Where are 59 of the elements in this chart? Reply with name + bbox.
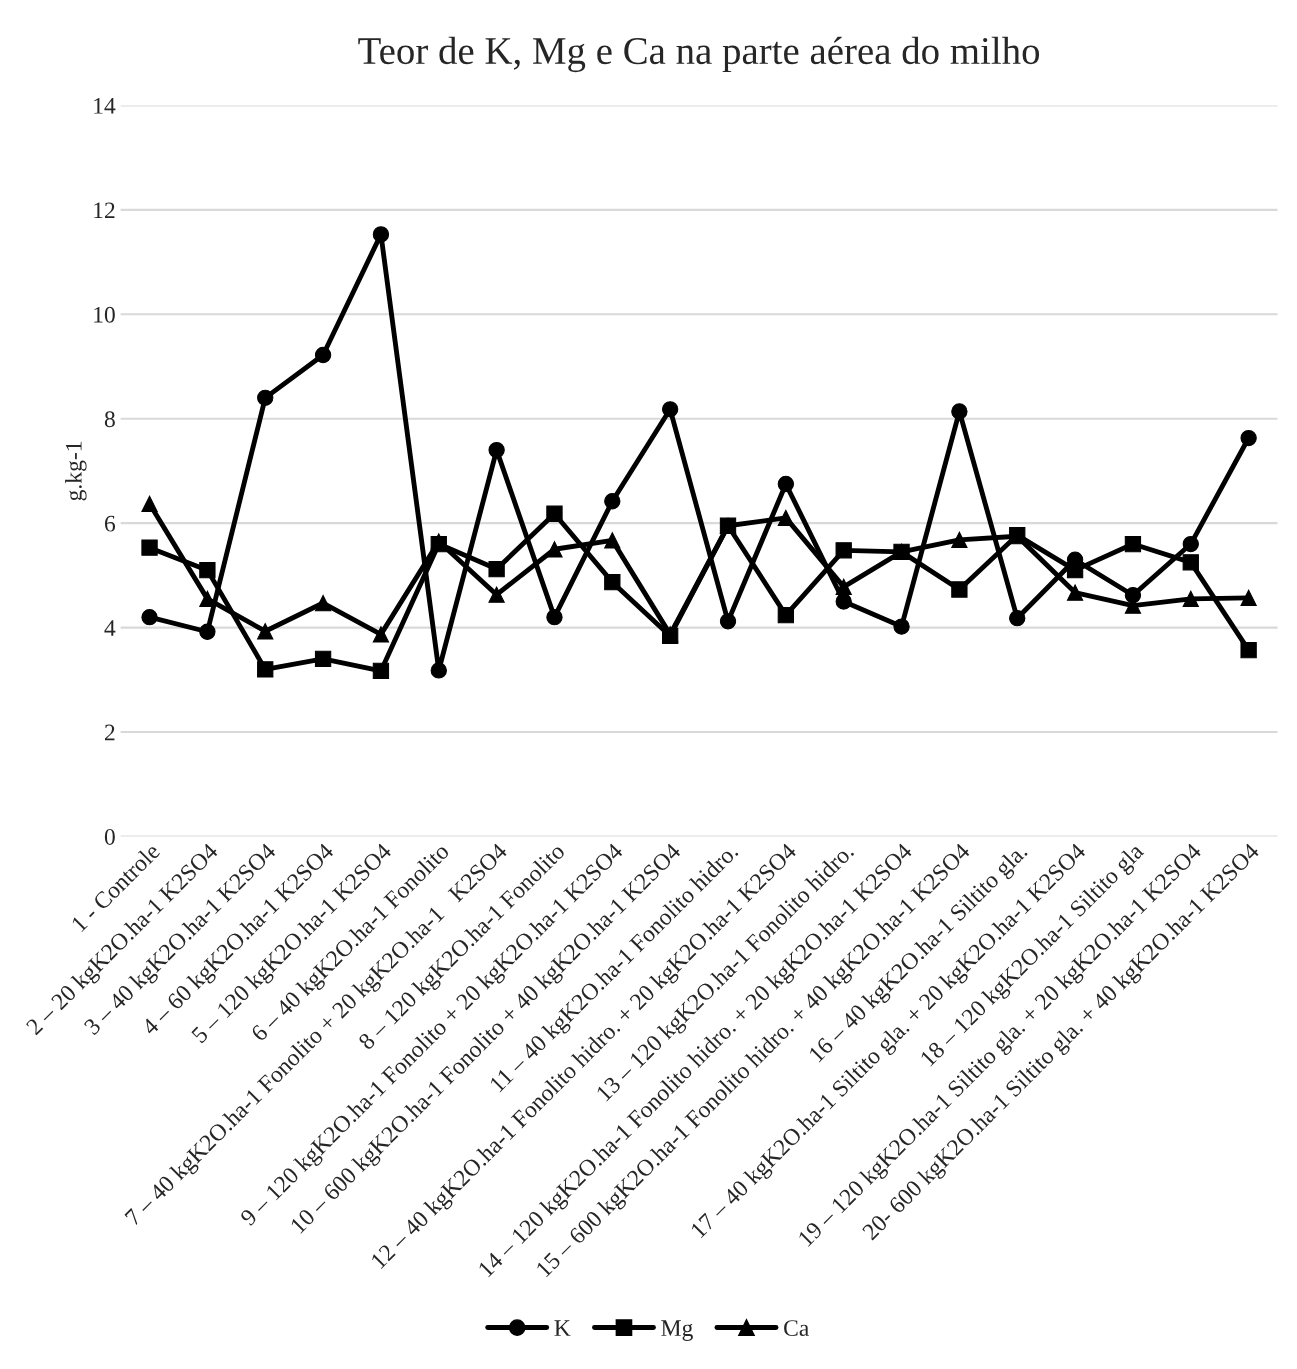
point [835,593,852,610]
point [1124,535,1142,553]
chart-title: Teor de K, Mg e Ca na parte aérea do milho [358,36,1040,73]
point [314,650,332,668]
point [372,226,390,243]
point [951,581,968,598]
point [1182,535,1199,553]
point [1240,641,1257,659]
point [777,509,795,527]
point [604,574,621,591]
point [546,505,563,522]
point [141,608,158,626]
point [141,495,158,512]
point [546,608,563,626]
point [372,626,390,643]
y-tick-label: 8 [104,411,115,428]
point [1009,610,1026,627]
point [141,539,158,556]
y-tick-label: 10 [94,306,115,323]
point [777,606,795,624]
point [951,531,968,549]
point [257,389,274,406]
point [199,623,216,640]
point [1182,590,1199,608]
point [662,401,679,418]
point [719,613,737,630]
point [893,618,910,635]
y-axis-title: g.kg-1 [65,441,87,501]
point [1182,554,1199,571]
point [314,594,332,612]
legend-label: Mg [661,1320,693,1341]
point [951,403,968,420]
y-tick-label: 6 [104,515,116,532]
point [430,662,447,679]
point [835,578,852,596]
point [257,623,274,640]
point [1066,584,1084,601]
point [372,662,390,680]
point [1066,561,1084,579]
y-tick-label: 2 [104,724,115,741]
point [488,560,505,578]
y-tick-label: 4 [104,620,116,636]
point [199,561,216,579]
legend-label: Ca [784,1320,809,1337]
point [546,541,563,558]
point [777,475,795,493]
point [488,441,505,459]
point [1240,589,1257,606]
y-tick-label: 0 [104,828,115,845]
legend-label: K [554,1320,571,1336]
point [835,542,852,559]
point [1240,429,1257,447]
point [604,493,621,510]
point [488,586,505,603]
y-tick-label: 14 [94,98,116,114]
y-tick-label: 12 [94,202,115,219]
point [257,661,274,678]
point [604,532,621,549]
point [314,346,332,364]
